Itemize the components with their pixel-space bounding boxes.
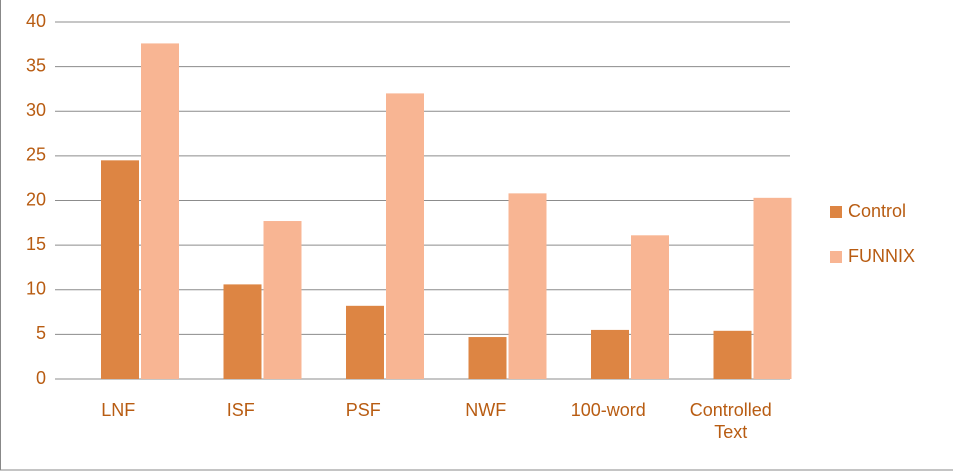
legend-swatch <box>830 206 842 218</box>
x-tick-group: PSF <box>345 400 381 420</box>
x-tick-label: NWF <box>465 400 507 420</box>
x-tick-group: NWF <box>465 400 507 420</box>
y-tick-label: 25 <box>26 145 46 165</box>
x-tick-group: 100-word <box>570 400 646 420</box>
bar <box>508 193 547 379</box>
x-tick-group: Controlled Text <box>689 400 772 442</box>
legend-label: Control <box>848 201 906 221</box>
bar <box>631 235 669 379</box>
legend-label: FUNNIX <box>848 246 915 266</box>
bar <box>223 284 262 379</box>
bar <box>713 330 752 379</box>
legend-swatch <box>830 251 842 263</box>
y-tick-label: 10 <box>26 279 46 299</box>
x-tick-group: ISF <box>226 400 255 420</box>
x-tick-label: Controlled Text <box>689 400 772 442</box>
y-tick-label: 40 <box>26 11 46 31</box>
bar <box>141 43 179 380</box>
y-tick-label: 0 <box>36 368 46 388</box>
y-tick-label: 35 <box>26 55 46 75</box>
x-tick-group: LNF <box>101 400 136 420</box>
bar <box>386 93 424 380</box>
x-tick-label: 100-word <box>570 400 646 420</box>
bar <box>346 305 384 379</box>
bar <box>753 197 792 379</box>
y-tick-label: 15 <box>26 234 46 254</box>
bar <box>101 160 139 379</box>
bar <box>263 221 302 379</box>
y-tick-label: 20 <box>26 189 46 209</box>
y-tick-label: 30 <box>26 100 46 120</box>
x-tick-label: PSF <box>345 400 381 420</box>
bar <box>591 329 629 379</box>
bar <box>468 337 507 379</box>
x-tick-label: ISF <box>226 400 255 420</box>
y-tick-label: 5 <box>36 323 46 343</box>
x-tick-label: LNF <box>101 400 136 420</box>
